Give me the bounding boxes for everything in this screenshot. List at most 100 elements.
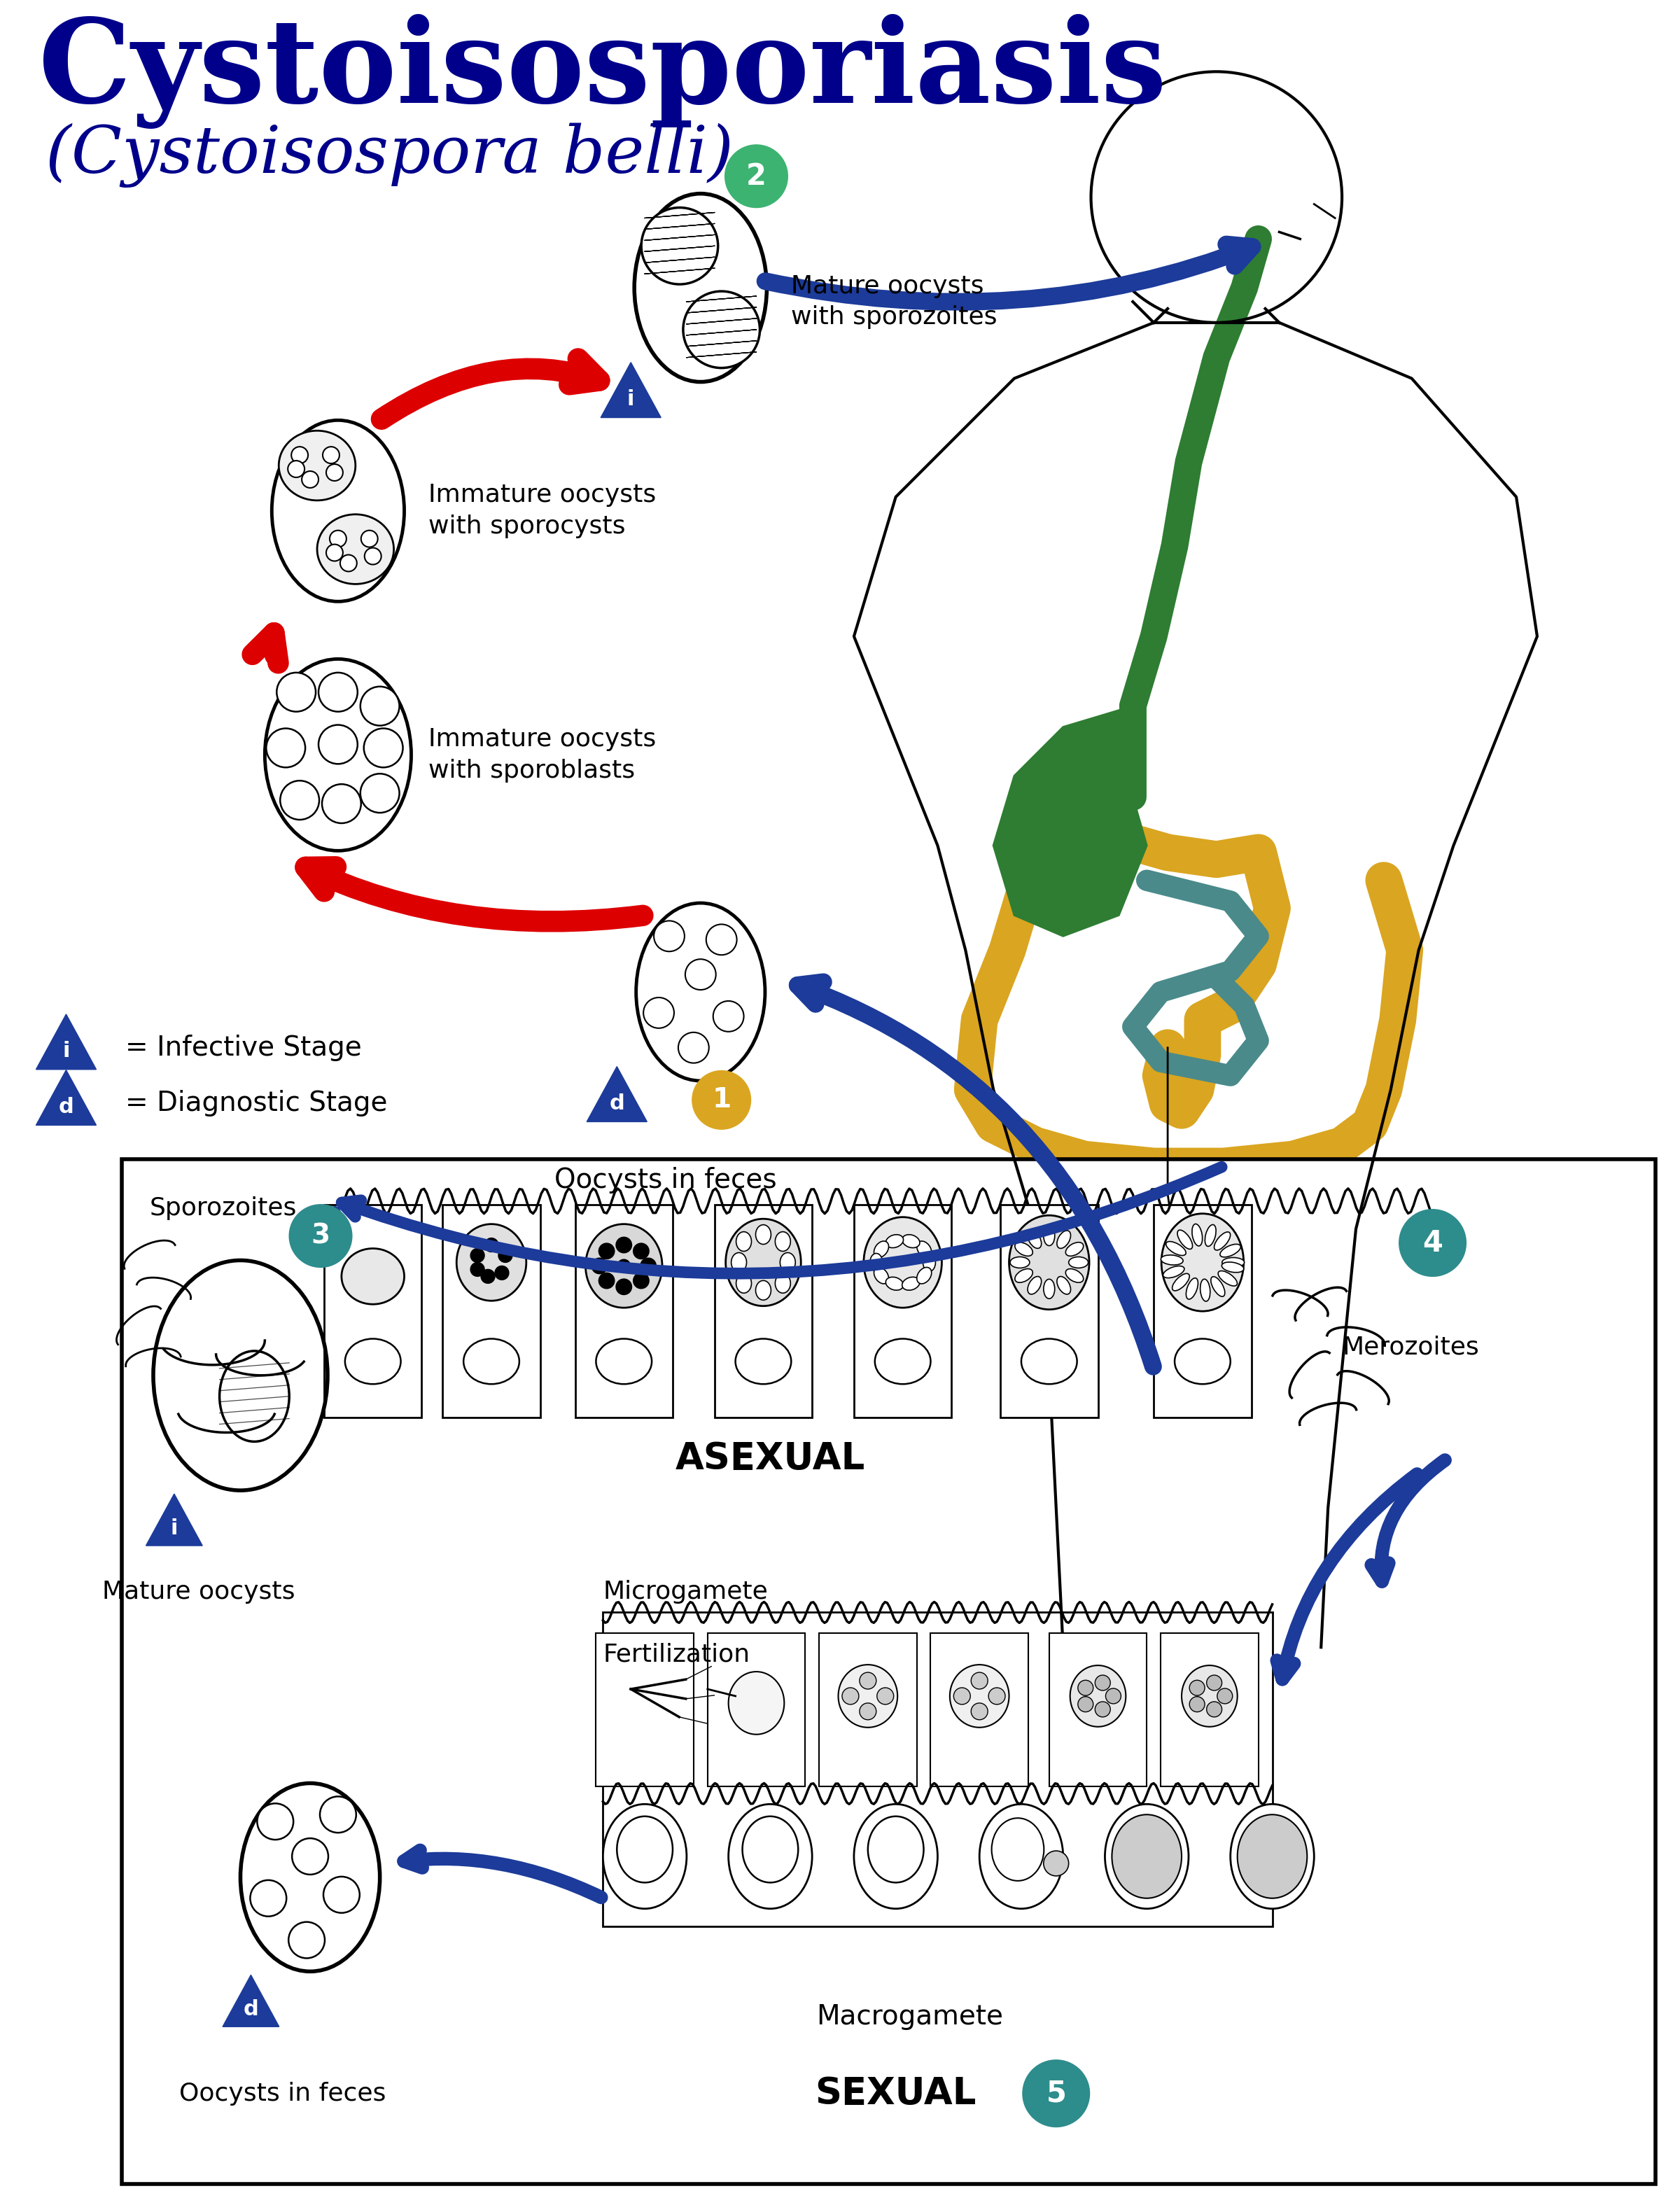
Ellipse shape: [1015, 1268, 1033, 1283]
Circle shape: [971, 1702, 988, 1720]
Ellipse shape: [586, 1224, 662, 1308]
Ellipse shape: [1220, 1244, 1240, 1257]
Circle shape: [679, 1032, 709, 1063]
Bar: [1154, 1204, 1252, 1418]
Circle shape: [470, 1248, 484, 1263]
Polygon shape: [586, 1067, 647, 1122]
Circle shape: [643, 997, 674, 1028]
Ellipse shape: [875, 1338, 931, 1385]
Ellipse shape: [1105, 1804, 1188, 1910]
Ellipse shape: [1043, 1226, 1055, 1246]
Circle shape: [954, 1687, 971, 1704]
Circle shape: [470, 1263, 484, 1277]
Ellipse shape: [870, 1252, 882, 1272]
Ellipse shape: [1200, 1279, 1210, 1301]
Ellipse shape: [774, 1233, 791, 1250]
Bar: [442, 1204, 541, 1418]
Ellipse shape: [1205, 1224, 1216, 1246]
Circle shape: [692, 1072, 751, 1129]
Ellipse shape: [1221, 1257, 1245, 1268]
Circle shape: [1399, 1208, 1467, 1277]
Ellipse shape: [838, 1665, 897, 1727]
Circle shape: [1043, 1850, 1068, 1876]
Text: 1: 1: [712, 1087, 731, 1114]
Bar: [1048, 1634, 1147, 1786]
Circle shape: [250, 1881, 287, 1916]
Circle shape: [365, 547, 381, 564]
Circle shape: [484, 1237, 499, 1252]
Ellipse shape: [780, 1252, 795, 1272]
Circle shape: [329, 531, 346, 547]
Circle shape: [319, 1797, 356, 1832]
Ellipse shape: [1166, 1241, 1186, 1255]
Ellipse shape: [1068, 1257, 1089, 1268]
Bar: [853, 1204, 951, 1418]
Ellipse shape: [729, 1671, 785, 1735]
Text: Mature oocysts
with sporozoites: Mature oocysts with sporozoites: [791, 273, 998, 329]
Circle shape: [480, 1270, 496, 1283]
Ellipse shape: [902, 1277, 919, 1290]
Ellipse shape: [1161, 1213, 1243, 1312]
Text: Sporozoites: Sporozoites: [150, 1195, 297, 1219]
Circle shape: [292, 1839, 328, 1874]
Text: (Cystoisospora belli): (Cystoisospora belli): [45, 123, 732, 187]
Text: Microgamete: Microgamete: [603, 1579, 768, 1603]
Circle shape: [326, 463, 343, 481]
Ellipse shape: [1010, 1257, 1030, 1268]
Ellipse shape: [1238, 1815, 1307, 1899]
Ellipse shape: [736, 1338, 791, 1385]
Text: Fertilization: Fertilization: [603, 1643, 749, 1667]
Circle shape: [291, 448, 307, 463]
Circle shape: [287, 461, 304, 478]
Ellipse shape: [1028, 1230, 1042, 1248]
Ellipse shape: [1215, 1233, 1230, 1250]
Circle shape: [726, 146, 788, 207]
Bar: [324, 1204, 422, 1418]
Circle shape: [277, 673, 316, 712]
Bar: [123, 1160, 1656, 2185]
Text: Cystoisosporiasis: Cystoisosporiasis: [39, 13, 1166, 130]
Ellipse shape: [949, 1665, 1010, 1727]
Circle shape: [281, 781, 319, 820]
Bar: [707, 1634, 805, 1786]
Text: 5: 5: [1047, 2079, 1067, 2108]
Ellipse shape: [596, 1338, 652, 1385]
Text: i: i: [62, 1041, 71, 1061]
Text: Mature oocysts: Mature oocysts: [102, 1579, 296, 1603]
Text: = Infective Stage: = Infective Stage: [126, 1034, 361, 1061]
Text: Immature oocysts
with sporocysts: Immature oocysts with sporocysts: [428, 483, 657, 538]
Circle shape: [1079, 1696, 1094, 1711]
Ellipse shape: [979, 1804, 1063, 1910]
Text: Macrogamete: Macrogamete: [816, 2004, 1003, 2031]
Text: 4: 4: [1423, 1228, 1443, 1257]
Ellipse shape: [1173, 1274, 1189, 1290]
Ellipse shape: [642, 207, 717, 284]
Circle shape: [842, 1687, 858, 1704]
Circle shape: [1206, 1676, 1221, 1691]
Ellipse shape: [991, 1819, 1043, 1881]
Ellipse shape: [756, 1224, 771, 1244]
Circle shape: [1095, 1702, 1110, 1718]
Ellipse shape: [736, 1233, 751, 1250]
Ellipse shape: [1230, 1804, 1314, 1910]
Circle shape: [633, 1244, 650, 1259]
Circle shape: [265, 728, 306, 767]
Bar: [820, 1634, 917, 1786]
Bar: [596, 1634, 694, 1786]
Circle shape: [712, 1001, 744, 1032]
Circle shape: [860, 1702, 877, 1720]
Circle shape: [591, 1257, 608, 1274]
Text: Merozoites: Merozoites: [1342, 1336, 1478, 1358]
Polygon shape: [35, 1069, 96, 1125]
Text: Oocysts in feces: Oocysts in feces: [178, 2082, 386, 2106]
Circle shape: [1023, 2059, 1090, 2128]
Ellipse shape: [1186, 1279, 1198, 1299]
Ellipse shape: [344, 1338, 402, 1385]
Polygon shape: [993, 706, 1147, 937]
Ellipse shape: [756, 1281, 771, 1301]
Ellipse shape: [1028, 1277, 1042, 1294]
Ellipse shape: [1065, 1241, 1084, 1257]
Circle shape: [598, 1272, 615, 1290]
Ellipse shape: [1221, 1261, 1243, 1272]
Ellipse shape: [1181, 1665, 1238, 1727]
